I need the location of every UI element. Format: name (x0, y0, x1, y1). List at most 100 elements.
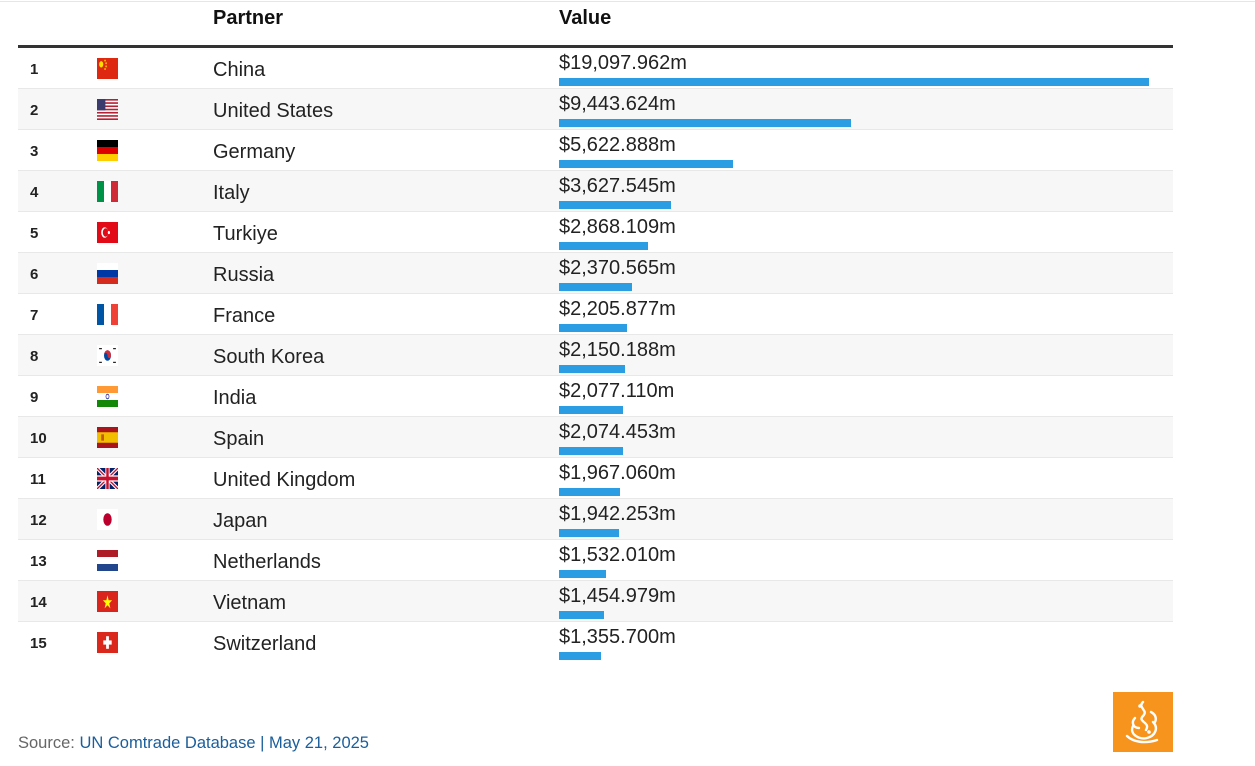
flag-icon-it (97, 181, 118, 202)
partner-name: Russia (213, 264, 275, 286)
rank-label: 9 (30, 389, 39, 406)
source-prefix: Source: (18, 734, 80, 752)
value-label: $2,370.565m (559, 257, 676, 279)
value-bar (559, 324, 628, 332)
rank-label: 11 (30, 471, 46, 488)
value-bar (559, 283, 633, 291)
value-label: $2,077.110m (559, 380, 675, 402)
rank-label: 7 (30, 307, 39, 324)
flag-icon-vn (97, 591, 118, 612)
value-bar (559, 201, 672, 209)
rank-label: 6 (30, 266, 39, 283)
al-jazeera-logo-icon (1125, 700, 1159, 744)
table-row: 3 Germany $5,622.888m (18, 130, 1173, 171)
partner-name: China (213, 59, 266, 81)
table-row: 11 United Kingdom $1,967.060m (18, 458, 1173, 499)
partner-name: Vietnam (213, 592, 287, 614)
flag-icon-fr (97, 304, 118, 325)
value-bar (559, 406, 624, 414)
partner-name: Turkiye (213, 223, 278, 245)
rank-label: 14 (30, 594, 47, 611)
value-label: $2,074.453m (559, 421, 676, 443)
rank-label: 8 (30, 348, 39, 365)
rank-label: 3 (30, 143, 39, 160)
value-label: $1,355.700m (559, 626, 676, 648)
value-bar (559, 242, 648, 250)
top-divider (0, 1, 1255, 2)
table-row: 9 India $2,077.110m (18, 376, 1173, 417)
al-jazeera-logo[interactable] (1113, 692, 1173, 752)
rank-label: 10 (30, 430, 47, 447)
value-bar (559, 160, 733, 168)
flag-icon-kr (97, 345, 118, 366)
table-row: 4 Italy $3,627.545m (18, 171, 1173, 212)
value-label: $1,532.010m (559, 544, 676, 566)
flag-icon-jp (97, 509, 118, 530)
flag-icon-us (97, 99, 118, 120)
value-bar (559, 365, 626, 373)
value-label: $1,967.060m (559, 462, 676, 484)
partner-name: India (213, 387, 257, 409)
value-column-header: Value (559, 7, 612, 29)
table-header: Partner Value (18, 0, 1173, 48)
value-bar (559, 447, 624, 455)
value-bar (559, 570, 607, 578)
rank-label: 5 (30, 225, 39, 242)
rank-label: 12 (30, 512, 47, 529)
flag-icon-tr (97, 222, 118, 243)
partner-name: United States (213, 100, 334, 122)
rank-label: 2 (30, 102, 39, 119)
table-body: 1 China $19,097.962m 2 United States $9,443.6… (18, 48, 1173, 662)
partner-name: United Kingdom (213, 469, 356, 491)
table-row: 1 China $19,097.962m (18, 48, 1173, 89)
value-label: $5,622.888m (559, 134, 676, 156)
source-link[interactable]: UN Comtrade Database | May 21, 2025 (79, 734, 369, 752)
value-bar (559, 488, 620, 496)
partner-name: Spain (213, 428, 265, 450)
flag-icon-in (97, 386, 118, 407)
flag-icon-de (97, 140, 118, 161)
value-label: $1,942.253m (559, 503, 676, 525)
value-bar (559, 652, 601, 660)
table-row: 6 Russia $2,370.565m (18, 253, 1173, 294)
partner-name: Germany (213, 141, 296, 163)
value-label: $9,443.624m (559, 93, 676, 115)
partner-column-header: Partner (213, 7, 284, 29)
table-row: 8 South Korea $2,150.188m (18, 335, 1173, 376)
flag-icon-ch (97, 632, 118, 653)
value-label: $19,097.962m (559, 52, 687, 74)
value-label: $2,205.877m (559, 298, 676, 320)
table-row: 7 France $2,205.877m (18, 294, 1173, 335)
table-row: 2 United States $9,443.624m (18, 89, 1173, 130)
table-row: 12 Japan $1,942.253m (18, 499, 1173, 540)
rank-label: 1 (30, 61, 39, 78)
value-bar (559, 611, 604, 619)
rank-label: 4 (30, 184, 39, 201)
table-row: 5 Turkiye $2,868.109m (18, 212, 1173, 253)
trade-partners-table: Partner Value 1 China $19,097.962m 2 United … (18, 0, 1173, 662)
value-bar (559, 78, 1149, 86)
value-label: $1,454.979m (559, 585, 676, 607)
flag-icon-ru (97, 263, 118, 284)
source-note: Source: UN Comtrade Database | May 21, 2… (18, 734, 369, 753)
partner-name: Netherlands (213, 551, 321, 573)
rank-label: 13 (30, 553, 47, 570)
table-row: 13 Netherlands $1,532.010m (18, 540, 1173, 581)
table-row: 14 Vietnam $1,454.979m (18, 581, 1173, 622)
partner-name: Italy (213, 182, 250, 204)
flag-icon-gb (97, 468, 118, 489)
flag-icon-nl (97, 550, 118, 571)
flag-icon-es (97, 427, 118, 448)
table-row: 10 Spain $2,074.453m (18, 417, 1173, 458)
partner-name: Switzerland (213, 633, 317, 655)
value-bar (559, 529, 619, 537)
value-bar (559, 119, 851, 127)
partner-name: South Korea (213, 346, 325, 368)
flag-icon-cn (97, 58, 118, 79)
value-label: $2,868.109m (559, 216, 676, 238)
partner-name: France (213, 305, 276, 327)
value-label: $3,627.545m (559, 175, 676, 197)
partner-name: Japan (213, 510, 268, 532)
table-row: 15 Switzerland $1,355.700m (18, 622, 1173, 662)
value-label: $2,150.188m (559, 339, 676, 361)
